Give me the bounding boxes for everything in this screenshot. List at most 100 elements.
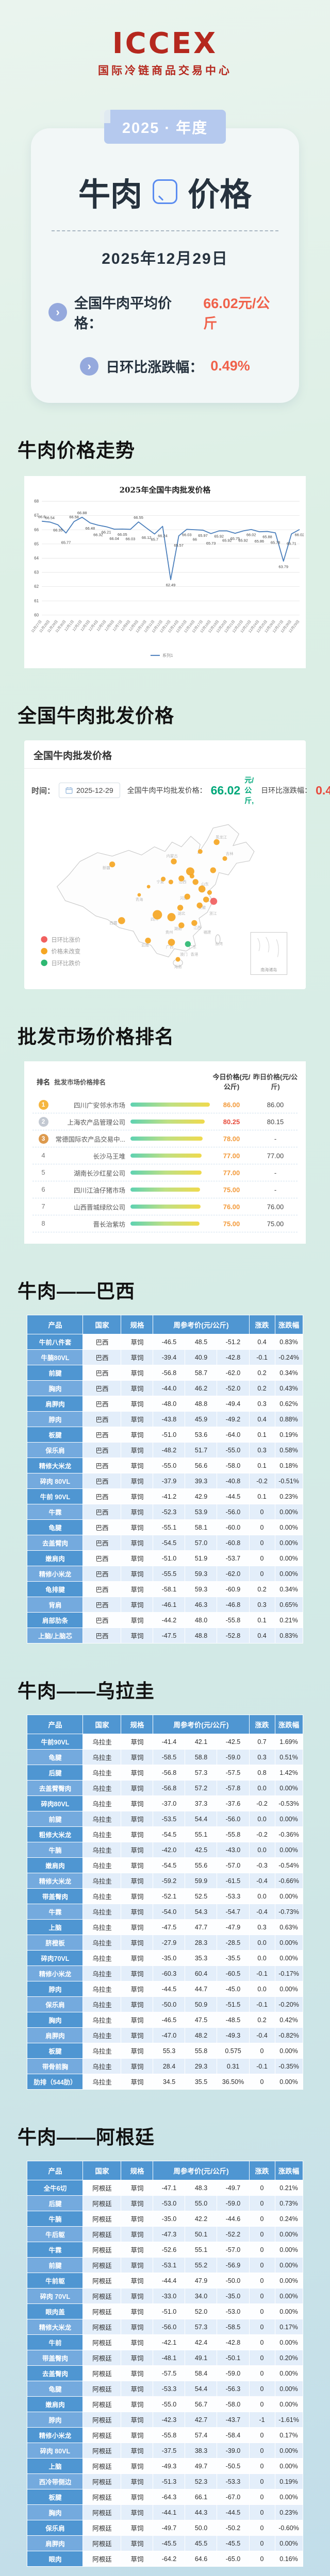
cell-price-mid: 57.3 — [185, 1765, 218, 1781]
cell-chg: 0 — [249, 2520, 275, 2536]
table-header-row: 产品 国家 规格 周参考价(元/公斤) 涨跌 涨跌幅 — [27, 2161, 303, 2181]
cell-price-mid: 54.4 — [185, 1811, 218, 1827]
dashed-divider — [52, 230, 278, 231]
legend-label-up: 日环比涨价 — [51, 937, 80, 943]
table-row: 牛前90VL 乌拉圭 草饲 -41.4 42.1 -42.5 0.7 1.69% — [27, 1734, 303, 1750]
cell-country: 乌拉圭 — [82, 1826, 122, 1843]
cell-price-mid: 46.3 — [185, 1597, 218, 1613]
province-label: 山西 — [179, 879, 187, 884]
cell-spec: 草饲 — [121, 1566, 154, 1582]
table-row: 去盖臂肉 巴西 草饲 -54.5 57.0 -60.8 0 0.00% — [27, 1535, 303, 1551]
cell-chg: 0 — [249, 1550, 275, 1567]
ranking-row: 5 湖南长沙红星公司 77.00 - — [32, 1164, 298, 1182]
price-table-uruguay: 产品 国家 规格 周参考价(元/公斤) 涨跌 涨跌幅 牛前90VL 乌拉圭 草饲 -41.4 42.… — [0, 1715, 330, 2090]
cell-price-low: -64.2 — [153, 2551, 186, 2567]
cell-pct: 0.00% — [274, 2489, 303, 2505]
cell-country: 乌拉圭 — [82, 1842, 122, 1858]
cell-price-mid: 50.0 — [185, 2520, 218, 2536]
cell-price-low: -55.0 — [153, 2396, 186, 2413]
cell-chg: 0 — [249, 2350, 275, 2366]
cell-pct: 0.34% — [274, 1365, 303, 1381]
map-card-title: 全国牛肉批发价格 — [24, 740, 306, 769]
svg-text:63: 63 — [34, 570, 39, 575]
cell-country: 乌拉圭 — [82, 1734, 122, 1750]
cell-spec: 草饲 — [121, 1473, 154, 1489]
cell-product: 牛前躯 — [27, 2273, 84, 2289]
table-row: 精修小米龙 乌拉圭 草饲 -60.3 60.4 -60.5 -0.1 -0.17% — [27, 1965, 303, 1982]
ranking-card: 排名 批发市场价格排名 今日价格(元/公斤) 昨日价格(元/公斤) 1 四川广安邻… — [24, 1061, 306, 1244]
data-label: 66.04 — [109, 536, 119, 541]
map-chg-value: 0.49% — [316, 783, 330, 797]
cell-country: 巴西 — [82, 1380, 122, 1397]
cell-price-mid: 45.9 — [185, 1411, 218, 1428]
market-dot-flat — [207, 890, 212, 895]
market-name: 常德国际农产品交易中... — [55, 1136, 125, 1143]
cell-price-low: -42.1 — [153, 2334, 186, 2351]
cell-pct: -0.36% — [274, 1826, 303, 1843]
cell-product: 脖肉 — [27, 1411, 84, 1428]
cell-product: 带盖臀肉 — [27, 2350, 84, 2366]
col-chg: 涨跌 — [249, 1315, 275, 1335]
cell-price-mid: 58.7 — [185, 1365, 218, 1381]
cell-pct: 0.24% — [274, 2211, 303, 2227]
cell-country: 乌拉圭 — [82, 1795, 122, 1812]
cell-pct: 0.23% — [274, 1488, 303, 1505]
ranking-header-today: 今日价格(元/公斤) — [212, 1073, 251, 1091]
cell-country: 巴西 — [82, 1473, 122, 1489]
market-dot-flat — [213, 839, 220, 845]
cell-spec: 草饲 — [121, 2396, 154, 2413]
cell-price-high: -53.0 — [217, 2303, 250, 2320]
date-picker-input[interactable]: 2025-12-29 — [59, 783, 120, 799]
svg-text:65: 65 — [34, 541, 39, 546]
cell-price-high: -46.8 — [217, 1597, 250, 1613]
table-row: 精修小米龙 阿根廷 草饲 -55.8 57.4 -58.4 0 0.17% — [27, 2427, 303, 2444]
cell-product: 牛前 90VL — [27, 1488, 84, 1505]
cell-product: 龟腱 — [27, 2381, 84, 2397]
cell-chg: 0.1 — [249, 1612, 275, 1629]
cell-product: 脐橙板 — [27, 1935, 84, 1951]
market-dot-flat — [191, 920, 197, 926]
table-row: 保乐肩 巴西 草饲 -48.2 51.7 -55.0 0.3 0.58% — [27, 1442, 303, 1459]
cell-product: 牛霖 — [27, 2242, 84, 2258]
cell-price-mid: 29.3 — [185, 2058, 218, 2075]
cell-country: 阿根廷 — [82, 2319, 122, 2335]
cell-spec: 草饲 — [121, 1919, 154, 1936]
map-stats-row: 时间： 2025-12-29 全国牛肉平均批发价格： 66.02 元/公斤, 日环比涨… — [24, 769, 330, 806]
col-price: 周参考价(元/公斤) — [153, 1315, 250, 1335]
market-dot-flat — [145, 938, 151, 944]
cell-product: 肩胛肉 — [27, 1396, 84, 1412]
cell-country: 阿根廷 — [82, 2520, 122, 2536]
cell-chg: 0.8 — [249, 1765, 275, 1781]
cell-pct: 0.00% — [274, 2242, 303, 2258]
table-row: 眼肉 阿根廷 草饲 -64.2 64.6 -65.0 0 0.16% — [27, 2551, 303, 2567]
cell-spec: 草饲 — [121, 1550, 154, 1567]
cell-product: 脖肉 — [27, 2412, 84, 2428]
cell-price-mid: 42.4 — [185, 2334, 218, 2351]
cell-country: 巴西 — [82, 1597, 122, 1613]
cell-spec: 草饲 — [121, 2443, 154, 2459]
cell-spec: 草饲 — [121, 1888, 154, 1905]
cell-chg: 0.3 — [249, 1919, 275, 1936]
cell-price-low: -48.0 — [153, 1396, 186, 1412]
price-table: 产品 国家 规格 周参考价(元/公斤) 涨跌 涨跌幅 全牛6切 阿根廷 草饲 -47.1 48.3-… — [27, 2161, 303, 2567]
province-label: 浙江 — [209, 911, 217, 916]
cell-price-high: 0.575 — [217, 2043, 250, 2059]
cell-price-high: -57.0 — [217, 1857, 250, 1874]
table-row: 脖肉 乌拉圭 草饲 -44.5 44.7 -45.0 0.0 0.00% — [27, 1981, 303, 1997]
cell-pct: -0.51% — [274, 1473, 303, 1489]
table-row: 牛腩80VL 巴西 草饲 -39.4 40.9 -42.8 -0.1 -0.24% — [27, 1349, 303, 1366]
table-row: 上脑 乌拉圭 草饲 -47.5 47.7 -47.9 0.3 0.63% — [27, 1919, 303, 1936]
cell-price-low: -52.6 — [153, 2242, 186, 2258]
data-label: 63.79 — [278, 564, 288, 569]
table-row: 前腱 乌拉圭 草饲 -53.5 54.4 -56.0 0.0 0.00% — [27, 1811, 303, 1827]
table-row: 精修大米龙 巴西 草饲 -55.0 56.6 -58.0 0.1 0.18% — [27, 1458, 303, 1474]
price-bar — [130, 1120, 205, 1124]
cell-product: 去盖臂肉 — [27, 1535, 84, 1551]
table-row: 精修大米龙 乌拉圭 草饲 -59.2 59.9 -61.5 -0.4 -0.66% — [27, 1873, 303, 1889]
daily-change-row: › 日环比涨跌幅： 0.49% — [48, 356, 282, 376]
cell-country: 乌拉圭 — [82, 2027, 122, 2044]
cell-price-mid: 59.3 — [185, 1566, 218, 1582]
cell-product: 龟排腱 — [27, 1581, 84, 1598]
cell-price-high: -43.7 — [217, 2412, 250, 2428]
cell-product: 精修大米龙 — [27, 2319, 84, 2335]
